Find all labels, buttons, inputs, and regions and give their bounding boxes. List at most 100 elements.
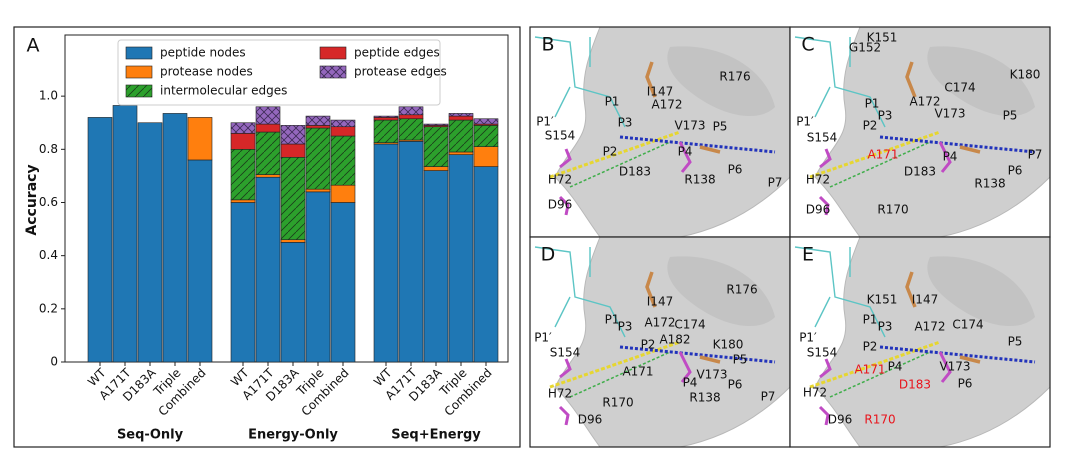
group-label: Seq+Energy <box>391 428 481 443</box>
surface-shade <box>927 256 1035 327</box>
bar-segment <box>423 166 449 171</box>
residue-label: P1 <box>605 95 620 109</box>
residue-label: H72 <box>806 173 830 187</box>
residue-label: C174 <box>952 318 983 332</box>
residue-label: S154 <box>807 346 838 360</box>
residue-label: R170 <box>602 396 633 410</box>
peptide-path <box>619 135 776 154</box>
peptide-trace <box>794 36 886 128</box>
bar-segment <box>255 131 281 175</box>
bar-segment <box>448 119 474 153</box>
residue-label: P4 <box>683 376 698 390</box>
residue-label: P7 <box>761 390 776 404</box>
residue-label: P6 <box>1008 164 1023 178</box>
bar-segment <box>398 106 424 116</box>
residue-label: P6 <box>958 377 973 391</box>
y-tick-label: 0.6 <box>39 195 58 209</box>
group-label: Energy-Only <box>248 428 338 443</box>
residue-label: H72 <box>548 387 572 401</box>
bar-segment <box>330 202 356 363</box>
residue-label: P7 <box>1028 148 1043 162</box>
residue-label: K180 <box>1010 68 1041 82</box>
bar-segment <box>280 242 306 363</box>
legend-label: intermolecular edges <box>160 84 287 98</box>
legend-swatch <box>319 46 347 60</box>
residue-label: P5 <box>713 120 728 134</box>
legend-swatch <box>125 65 153 79</box>
bar-segment <box>448 115 474 121</box>
residue-label: G152 <box>849 41 881 55</box>
residue-label: S154 <box>807 131 838 145</box>
side-chain <box>905 61 981 154</box>
bar-segment <box>398 114 424 120</box>
residue-label: P2 <box>641 338 656 352</box>
bar-segment <box>230 122 256 134</box>
residue-label: K151 <box>867 293 898 307</box>
hbond-yellow <box>549 130 681 179</box>
bar-segment <box>230 199 256 203</box>
residue-label: A172 <box>914 320 945 334</box>
bar-segment <box>373 119 399 143</box>
side-chain <box>558 141 692 216</box>
surface-shade <box>667 256 775 327</box>
legend-swatch <box>125 46 153 60</box>
structure-panel: E K151 I147 C174 P1 P3 A172 P5 P1′S154 P2 P4 V173 A1… <box>789 236 1051 448</box>
bar-segment <box>448 151 474 155</box>
residue-label: P5 <box>733 353 748 367</box>
residue-label: P5 <box>1003 109 1018 123</box>
residue-label: D183 <box>904 165 936 179</box>
panel-letter: B <box>541 34 554 56</box>
bar-segment <box>423 170 449 363</box>
peptide-trace <box>794 246 886 338</box>
y-tick-label: 1.0 <box>39 89 58 103</box>
structure-panel: B P1′S154 I147 R176 A172 P1 P3 V173 P5 P2 P4 P6 P7 D1… <box>529 26 791 238</box>
legend-label: protease nodes <box>160 65 253 79</box>
bar-segment <box>473 118 499 125</box>
bar-segment <box>162 113 188 363</box>
bar-segment <box>473 125 499 147</box>
residue-label: P2 <box>603 145 618 159</box>
bar-segment <box>280 156 306 241</box>
residue-label: P1′ <box>796 115 814 129</box>
side-chain <box>818 351 952 426</box>
residue-label: K180 <box>713 338 744 352</box>
residue-label: P1′ <box>536 115 554 129</box>
y-tick-label: 0.4 <box>39 248 58 262</box>
hbond-green <box>829 141 931 188</box>
residue-label: P3 <box>618 116 633 130</box>
residue-label: D183 <box>899 378 931 392</box>
residue-label: V173 <box>934 107 965 121</box>
residue-label: V173 <box>939 360 970 374</box>
bar-segment <box>230 133 256 150</box>
legend-label: peptide edges <box>354 46 440 60</box>
bar-segment <box>255 174 281 178</box>
bar-segment <box>230 149 256 201</box>
residue-label: I147 <box>647 295 673 309</box>
legend-box <box>117 39 441 106</box>
bar-segment <box>373 117 399 121</box>
bar-segment <box>398 118 424 141</box>
hbond-green <box>569 141 671 188</box>
side-chain <box>558 351 692 426</box>
residue-label: R138 <box>684 173 715 187</box>
peptide-path <box>619 345 776 364</box>
bar-segment <box>330 184 356 203</box>
residue-label: P4 <box>678 145 693 159</box>
residue-label: A171 <box>854 363 885 377</box>
y-tick-label: 0 <box>50 355 58 369</box>
bar-segment <box>373 115 399 118</box>
residue-label: R170 <box>864 413 895 427</box>
residue-label: H72 <box>803 386 827 400</box>
bar-segment <box>305 188 331 193</box>
residue-label: D96 <box>548 198 573 212</box>
bar-segment <box>112 105 138 363</box>
residue-label: P2 <box>863 119 878 133</box>
bar-segment <box>448 154 474 363</box>
residue-label: P3 <box>878 109 893 123</box>
residue-label: C174 <box>674 318 705 332</box>
side-chain <box>645 61 721 154</box>
residue-label: R170 <box>877 203 908 217</box>
bar-segment <box>305 191 331 363</box>
